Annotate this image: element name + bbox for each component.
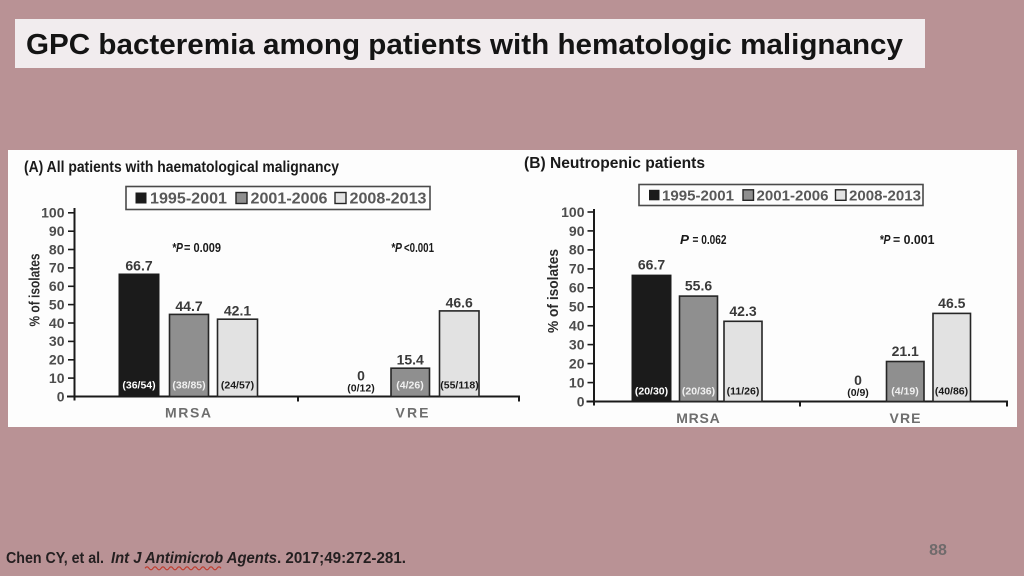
svg-text:(11/26): (11/26) — [727, 386, 760, 398]
svg-text:= 0.062: = 0.062 — [693, 233, 727, 247]
svg-text:80: 80 — [49, 241, 65, 257]
svg-text:42.3: 42.3 — [729, 303, 756, 319]
svg-text:MRSA: MRSA — [165, 405, 211, 421]
svg-text:(0/12): (0/12) — [347, 383, 374, 395]
svg-text:*P: *P — [172, 241, 184, 255]
svg-text:MRSA: MRSA — [676, 410, 720, 426]
svg-text:VRE: VRE — [890, 410, 921, 426]
svg-text:2008-2013: 2008-2013 — [849, 188, 921, 205]
svg-text:80: 80 — [569, 242, 585, 258]
svg-text:(0/9): (0/9) — [847, 387, 869, 399]
svg-text:10: 10 — [49, 370, 65, 386]
svg-text:21.1: 21.1 — [892, 343, 919, 359]
svg-text:70: 70 — [569, 261, 585, 277]
svg-text:88: 88 — [929, 542, 947, 559]
svg-text:42.1: 42.1 — [224, 303, 251, 319]
svg-text:(36/54): (36/54) — [122, 379, 155, 391]
svg-text:% of isolates: % of isolates — [545, 249, 562, 333]
svg-text:66.7: 66.7 — [125, 258, 152, 274]
svg-text:GPC bacteremia among patients: GPC bacteremia among patients with hemat… — [26, 29, 903, 61]
svg-text:60: 60 — [49, 278, 65, 294]
svg-text:(24/57): (24/57) — [221, 379, 254, 391]
svg-text:(4/26): (4/26) — [396, 379, 423, 391]
svg-text:. 2017;49:272-281.: . 2017;49:272-281. — [277, 550, 406, 567]
svg-text:0: 0 — [577, 393, 585, 409]
svg-text:0: 0 — [854, 372, 862, 388]
svg-text:40: 40 — [569, 318, 585, 334]
svg-text:46.6: 46.6 — [446, 294, 473, 310]
svg-text:20: 20 — [49, 352, 65, 368]
svg-text:55.6: 55.6 — [685, 278, 712, 294]
svg-text:% of isolates: % of isolates — [27, 254, 44, 327]
svg-text:(B) Neutropenic patients: (B) Neutropenic patients — [524, 155, 705, 172]
svg-text:1995-2001: 1995-2001 — [150, 191, 227, 208]
svg-text:Chen CY, et al.: Chen CY, et al. — [6, 550, 104, 567]
svg-text:15.4: 15.4 — [397, 352, 424, 368]
svg-text:100: 100 — [561, 204, 585, 220]
svg-text:0: 0 — [357, 368, 365, 384]
svg-text:= 0.009: = 0.009 — [184, 241, 221, 255]
svg-text:10: 10 — [569, 374, 585, 390]
svg-text:30: 30 — [49, 333, 65, 349]
svg-text:2008-2013: 2008-2013 — [350, 191, 427, 208]
svg-text:P: P — [680, 233, 690, 247]
svg-text:(20/30): (20/30) — [635, 386, 668, 398]
svg-text:(38/85): (38/85) — [172, 379, 205, 391]
svg-text:50: 50 — [569, 299, 585, 315]
svg-text:44.7: 44.7 — [175, 298, 202, 314]
svg-text:(40/86): (40/86) — [935, 386, 968, 398]
svg-text:(4/19): (4/19) — [891, 386, 918, 398]
svg-text:40: 40 — [49, 315, 65, 331]
svg-text:VRE: VRE — [396, 405, 429, 421]
svg-text:90: 90 — [569, 223, 585, 239]
svg-text:2001-2006: 2001-2006 — [757, 188, 829, 205]
svg-text:(55/118): (55/118) — [440, 379, 479, 391]
svg-text:(20/36): (20/36) — [682, 386, 715, 398]
svg-text:100: 100 — [41, 205, 65, 221]
svg-text:30: 30 — [569, 336, 585, 352]
svg-text:2001-2006: 2001-2006 — [251, 191, 328, 208]
svg-text:(A) All patients with haematol: (A) All patients with haematological mal… — [24, 159, 339, 176]
svg-text:1995-2001: 1995-2001 — [662, 188, 734, 205]
svg-text:50: 50 — [49, 296, 65, 312]
svg-text:66.7: 66.7 — [638, 257, 665, 273]
svg-text:<0.001: <0.001 — [404, 241, 434, 255]
svg-text:90: 90 — [49, 223, 65, 239]
svg-text:= 0.001: = 0.001 — [893, 233, 935, 247]
svg-text:*P: *P — [391, 241, 403, 255]
svg-text:46.5: 46.5 — [938, 295, 965, 311]
svg-text:20: 20 — [569, 355, 585, 371]
svg-text:Int J Antimicrob Agents: Int J Antimicrob Agents — [111, 550, 277, 567]
svg-text:60: 60 — [569, 280, 585, 296]
svg-text:70: 70 — [49, 260, 65, 276]
svg-text:*P: *P — [880, 233, 892, 247]
svg-text:0: 0 — [57, 388, 65, 404]
